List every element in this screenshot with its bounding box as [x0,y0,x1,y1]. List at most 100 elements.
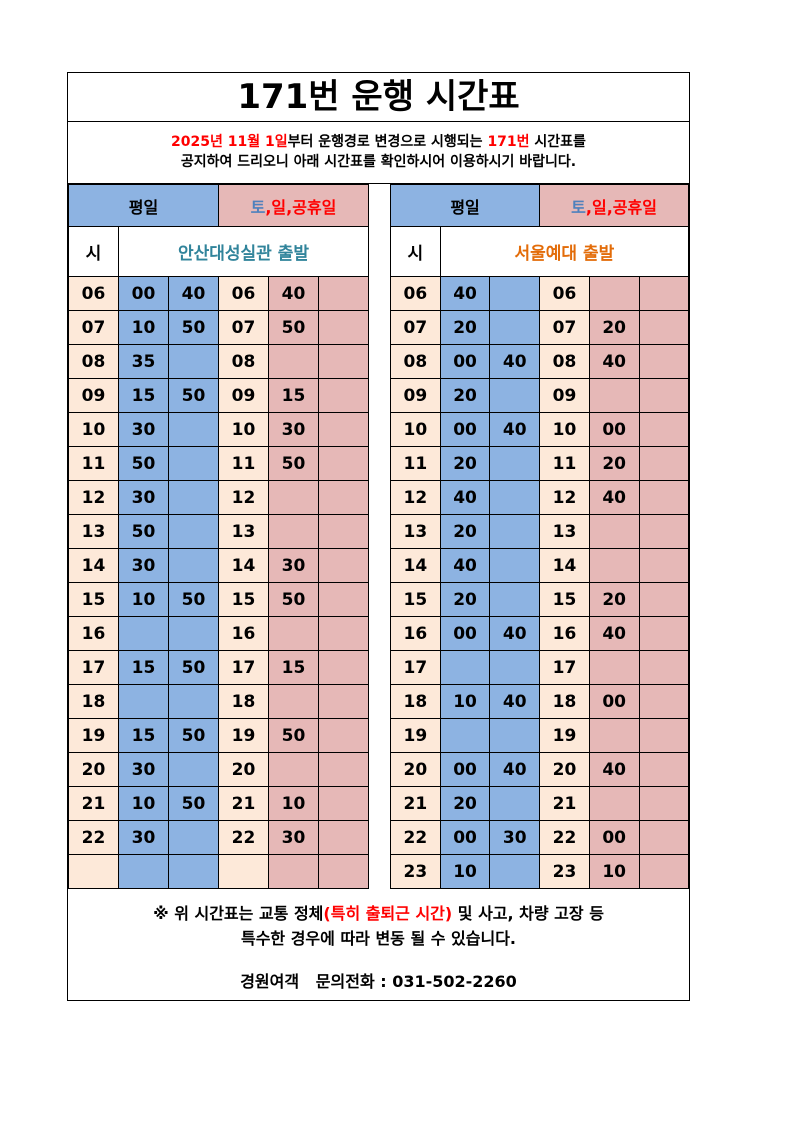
minute-cell [638,786,690,821]
header-hour: 시 [68,226,119,277]
hour-cell: 16 [218,616,269,651]
hour-cell: 16 [68,616,119,651]
table-row: 08 35 08 [68,344,369,379]
hour-cell: 16 [390,616,441,651]
hour-cell: 08 [218,344,269,379]
hour-cell: 14 [390,548,441,583]
table-row: 17 17 [390,650,690,685]
minute-cell [318,684,369,719]
minute-cell: 40 [489,616,541,651]
departure-stop: 서울예대 출발 [439,226,690,277]
hour-cell: 22 [539,820,590,855]
minute-cell [318,344,369,379]
minute-cell [318,412,369,447]
hour-cell: 06 [390,276,441,311]
minute-cell: 50 [118,514,169,549]
minute-cell: 00 [118,276,169,311]
footer-text: ※ 위 시간표는 교통 정체 [153,904,324,923]
minute-cell [118,616,169,651]
table-row: 15 10 50 15 50 [68,582,369,617]
minute-cell: 20 [439,514,491,549]
page-title: 171번 운행 시간표 [68,73,689,122]
hour-cell: 10 [68,412,119,447]
table-row: 11 20 11 20 [390,446,690,481]
hour-cell: 07 [68,310,119,345]
minute-cell: 20 [588,446,640,481]
hour-cell: 07 [218,310,269,345]
table-row: 13 20 13 [390,514,690,549]
minute-cell [588,650,640,685]
hour-cell: 13 [68,514,119,549]
minute-cell: 10 [118,786,169,821]
minute-cell [318,718,369,753]
hour-cell: 22 [68,820,119,855]
table-row: 12 30 12 [68,480,369,515]
minute-cell [638,718,690,753]
minute-cell [318,752,369,787]
hour-cell: 14 [218,548,269,583]
hour-cell: 17 [390,650,441,685]
minute-cell [489,718,541,753]
notice: 2025년 11월 1일부터 운행경로 변경으로 시행되는 171번 시간표를 … [68,121,689,184]
minute-cell: 30 [118,752,169,787]
hour-cell: 20 [539,752,590,787]
minute-cell: 30 [268,412,319,447]
hour-cell: 21 [390,786,441,821]
minute-cell [588,514,640,549]
minute-cell [638,310,690,345]
minute-cell: 40 [489,412,541,447]
hour-cell: 13 [539,514,590,549]
table-row: 23 10 23 10 [390,854,690,889]
minute-cell [588,378,640,413]
minute-cell: 20 [439,582,491,617]
timetable-ansan: 평일 토,일,공휴일 시 안산대성실관 출발 06 00 40 06 40 07 10 50 07 50 0… [68,184,369,889]
hour-cell: 08 [539,344,590,379]
minute-cell: 50 [268,446,319,481]
hour-cell: 17 [68,650,119,685]
table-row: 21 20 21 [390,786,690,821]
minute-cell: 30 [268,548,319,583]
table-row: 16 16 [68,616,369,651]
departure-stop: 안산대성실관 출발 [118,226,369,277]
table-row: 07 10 50 07 50 [68,310,369,345]
minute-cell [638,820,690,855]
minute-cell [638,752,690,787]
minute-cell [318,650,369,685]
hour-cell: 14 [68,548,119,583]
hour-cell: 21 [68,786,119,821]
table-row: 22 00 30 22 00 [390,820,690,855]
notice-route: 171번 [487,134,530,150]
minute-cell [318,548,369,583]
header-sun-holiday: ,일,공휴일 [265,197,337,217]
timetable-seoul: 평일 토,일,공휴일 시 서울예대 출발 06 40 06 07 20 07 20 08 00 40 08 4… [389,184,690,889]
hour-cell: 19 [539,718,590,753]
minute-cell: 40 [489,752,541,787]
minute-cell [489,786,541,821]
minute-cell [318,310,369,345]
hour-cell: 10 [539,412,590,447]
minute-cell [489,378,541,413]
minute-cell [489,514,541,549]
minute-cell: 15 [118,650,169,685]
hour-cell: 06 [539,276,590,311]
minute-cell [638,378,690,413]
minute-cell: 30 [268,820,319,855]
minute-cell [439,650,491,685]
minute-cell [638,480,690,515]
minute-cell: 40 [588,752,640,787]
minute-cell: 40 [439,548,491,583]
minute-cell: 20 [439,378,491,413]
minute-cell: 50 [168,310,219,345]
hour-cell: 15 [539,582,590,617]
minute-cell [489,480,541,515]
table-row: 13 50 13 [68,514,369,549]
minute-cell: 20 [439,310,491,345]
minute-cell [588,786,640,821]
minute-cell: 40 [588,344,640,379]
hour-cell: 07 [390,310,441,345]
minute-cell: 20 [439,446,491,481]
minute-cell: 50 [168,718,219,753]
table-row: 20 30 20 [68,752,369,787]
hour-cell: 13 [218,514,269,549]
hour-cell: 19 [390,718,441,753]
